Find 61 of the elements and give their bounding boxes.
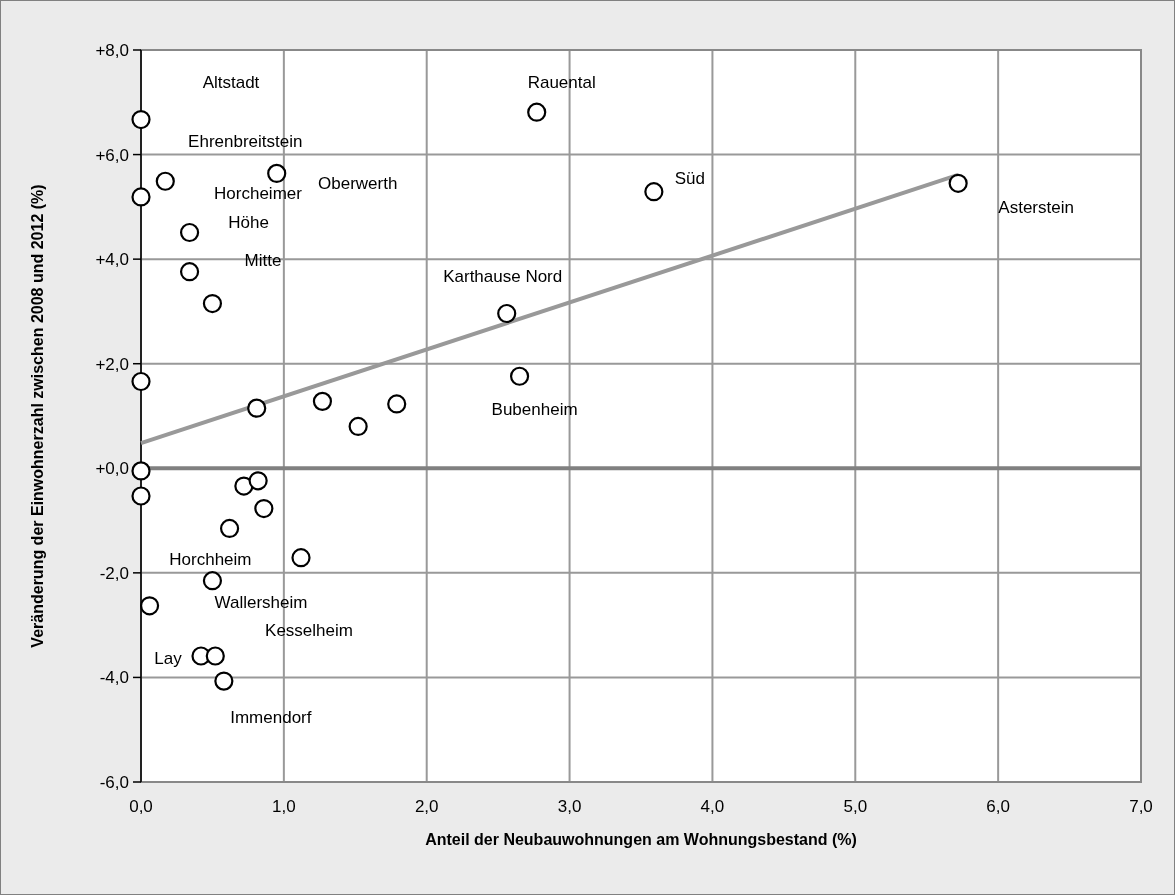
annotation: Altstadt [202,72,260,92]
x-tick-label: 5,0 [843,797,868,816]
point [131,461,151,481]
annotation: Höhe [228,213,269,233]
point [219,518,240,539]
y-tick-label: -2,0 [99,563,129,583]
y-tick-label: -6,0 [99,772,129,792]
point [202,293,223,314]
x-tick-label: 1,0 [272,797,296,816]
annotation: Karthause Nord [443,267,563,287]
point [387,394,407,414]
annotation: Wallersheim [214,592,308,612]
annotation: Immendorf [230,708,312,728]
point [131,109,151,130]
x-tick-label: 3,0 [557,797,582,816]
annotation: Horchheim [169,549,252,569]
y-tick-label: +2,0 [95,354,129,374]
point [202,571,223,591]
point [131,486,151,506]
y-axis-title: Veränderung der Einwohnerzahl zwischen 2008 und 2012 (%) [29,184,46,648]
point [131,187,151,207]
annotation: Asterstein [998,198,1074,218]
point [527,102,547,122]
annotation: Rauental [527,73,596,93]
annotation: Mitte [244,250,282,270]
point [179,222,200,243]
y-tick-label: +4,0 [95,250,129,270]
point [291,548,311,568]
y-tick-label: -4,0 [99,668,129,688]
x-tick-label: 4,0 [700,797,725,816]
point [214,671,234,691]
y-tick-label: +6,0 [95,145,129,165]
point [131,371,151,392]
point [312,391,333,411]
point [205,646,225,666]
point [267,163,287,183]
point [948,173,968,193]
point [644,182,664,202]
point [248,471,268,491]
annotation: Oberwerth [318,174,398,194]
point [254,498,274,519]
annotation: Ehrenbreitstein [188,132,303,152]
y-tick-label: +0,0 [95,459,129,479]
point [155,171,175,191]
annotation: Süd [674,168,705,188]
y-tick-label: +8,0 [95,40,129,60]
annotation: Horcheimer [214,183,303,203]
x-tick-label: 2,0 [414,797,439,816]
point [179,262,200,282]
x-tick-label: 0,0 [129,797,153,816]
x-tick-label: 7,0 [1129,797,1153,816]
point [139,596,160,616]
point [247,398,267,418]
annotation: Lay [154,648,183,668]
x-tick-label: 6,0 [986,797,1010,816]
annotation: Kesselheim [265,620,353,640]
point [509,366,530,386]
point [348,416,368,437]
x-axis-title: Anteil der Neubauwohnungen am Wohnungsbestand (%) [425,831,857,848]
point [497,303,517,324]
annotation: Bubenheim [491,400,578,420]
